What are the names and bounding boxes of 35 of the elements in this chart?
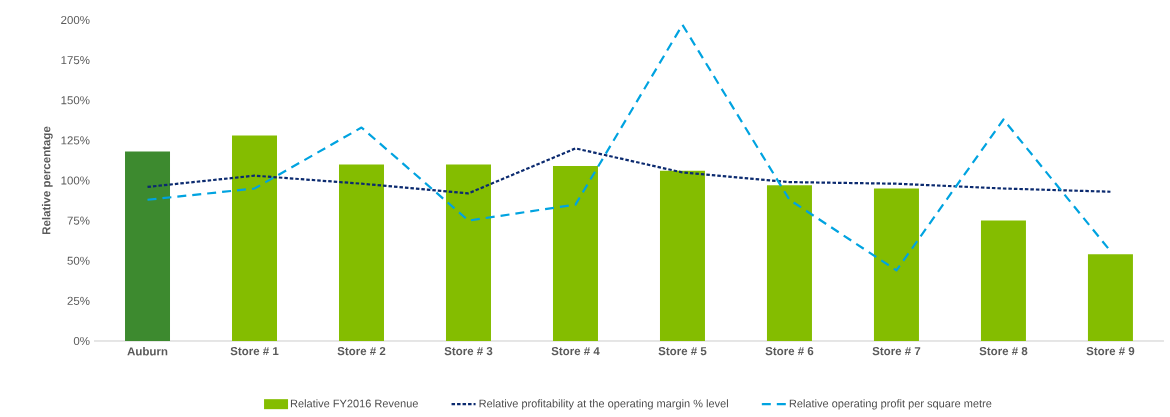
x-tick-label: Store # 3 [444, 347, 493, 356]
x-tick-label: Store # 8 [979, 347, 1028, 356]
bar [232, 135, 278, 341]
legend-label: Relative operating profit per square metre [789, 399, 992, 410]
x-tick-label: Store # 1 [230, 347, 279, 356]
legend-label: Relative FY2016 Revenue [290, 399, 418, 408]
bar [339, 164, 384, 341]
y-tick-label: 200% [61, 15, 90, 25]
y-tick-label: 25% [67, 296, 90, 305]
line-series [146, 147, 1112, 195]
x-tick-label: Store # 9 [1086, 347, 1135, 356]
y-tick-label: 125% [61, 136, 90, 145]
x-tick-label: Auburn [127, 347, 168, 356]
y-tick-label: 50% [67, 256, 90, 265]
bar [1087, 254, 1133, 341]
y-tick-label: 150% [61, 96, 90, 105]
legend-label: Relative profitability at the operating margin % level [479, 399, 728, 410]
y-tick-label: 175% [61, 56, 90, 65]
x-tick-label: Store # 5 [658, 347, 707, 356]
y-tick-label: 0% [73, 336, 90, 346]
bar [125, 151, 171, 341]
bar [980, 220, 1026, 341]
x-tick-label: Store # 2 [337, 347, 386, 356]
y-tick-label: 75% [67, 216, 90, 225]
bar [659, 170, 705, 341]
bar [766, 185, 812, 341]
line-series [146, 23, 1112, 272]
y-tick-label: 100% [61, 176, 90, 185]
bar [445, 164, 491, 341]
bar [552, 166, 598, 341]
y-axis-title: Relative percentage [41, 126, 53, 235]
bar [873, 188, 919, 341]
x-tick-label: Store # 6 [765, 347, 814, 356]
x-tick-label: Store # 7 [872, 347, 921, 356]
x-tick-label: Store # 4 [551, 347, 600, 356]
